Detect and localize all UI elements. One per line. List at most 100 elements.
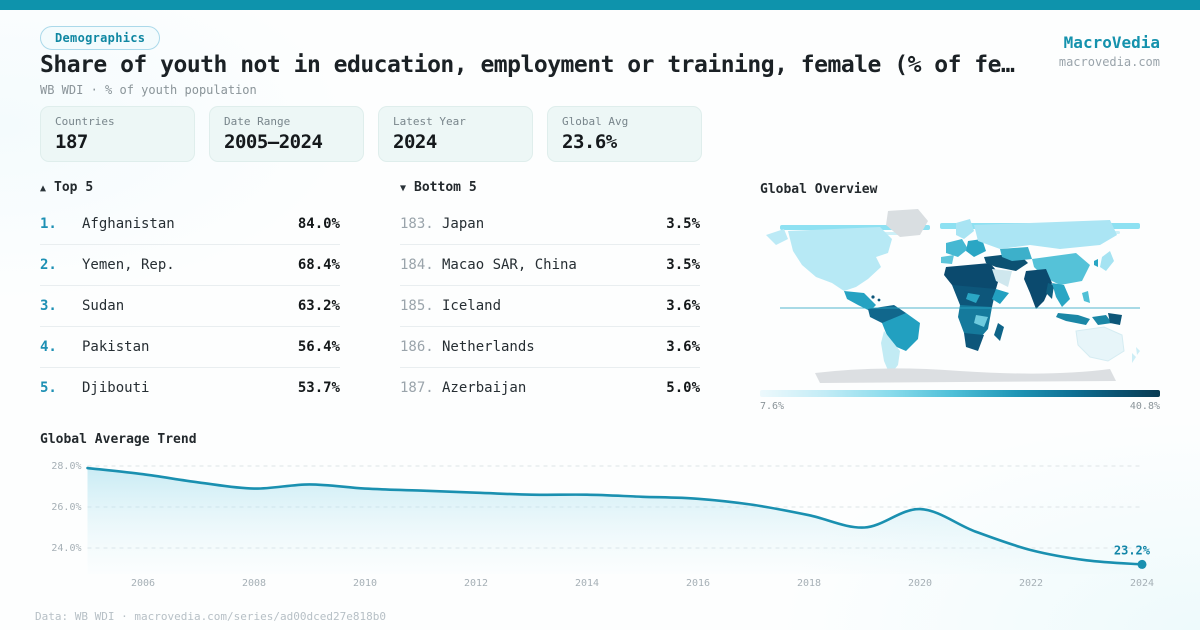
trend-area: [87, 468, 1142, 574]
stat-card-global-avg: Global Avg 23.6%: [547, 106, 702, 162]
stat-label: Latest Year: [393, 115, 466, 128]
top5-list: ▲ Top 5 1. Afghanistan 84.0% 2. Yemen, Re…: [40, 180, 340, 408]
rank-label: 186.: [400, 339, 434, 355]
scale-max-label: 40.8%: [1129, 401, 1160, 412]
x-axis-tick: 2006: [131, 578, 155, 589]
country-name: Netherlands: [442, 339, 535, 355]
country-name: Sudan: [82, 298, 125, 314]
trend-end-label: 23.2%: [1114, 543, 1151, 557]
country-value: 56.4%: [297, 339, 340, 355]
region-japan: [1100, 251, 1114, 271]
region-argentina: [881, 331, 900, 375]
category-badge-label: Demographics: [55, 31, 146, 45]
x-axis-tick: 2020: [908, 578, 932, 589]
triangle-up-icon: ▲: [40, 183, 47, 194]
country-name: Macao SAR, China: [442, 257, 577, 273]
region-india: [1024, 269, 1052, 309]
stat-card-countries: Countries 187: [40, 106, 195, 162]
region-north-america: [788, 227, 892, 291]
region-west-europe: [946, 239, 968, 257]
top5-title: Top 5: [54, 180, 94, 195]
list-item: 186. Netherlands 3.6%: [400, 327, 700, 368]
rank-label: 2.: [40, 257, 57, 273]
scale-min-label: 7.6%: [760, 401, 785, 412]
stat-label: Countries: [55, 115, 115, 128]
region-horn-of-africa: [992, 289, 1009, 304]
country-value: 84.0%: [297, 216, 340, 232]
y-axis-tick: 26.0%: [51, 502, 81, 513]
list-item: 183. Japan 3.5%: [400, 204, 700, 245]
stat-value: 187: [55, 131, 88, 153]
brand-logo-text[interactable]: MacroVedia: [1063, 33, 1160, 52]
list-item: 184. Macao SAR, China 3.5%: [400, 245, 700, 286]
rank-label: 3.: [40, 298, 57, 314]
rank-label: 1.: [40, 216, 57, 232]
x-axis-tick: 2012: [464, 578, 488, 589]
y-axis-tick: 24.0%: [51, 543, 81, 554]
triangle-down-icon: ▼: [400, 183, 407, 194]
page-title: Share of youth not in education, employm…: [40, 52, 1015, 78]
country-name: Japan: [442, 216, 485, 232]
list-item: 1. Afghanistan 84.0%: [40, 204, 340, 245]
country-value: 3.5%: [666, 216, 700, 232]
rank-label: 4.: [40, 339, 57, 355]
trend-chart-title: Global Average Trend: [40, 432, 197, 447]
region-scandinavia: [956, 219, 974, 239]
region-se-asia: [1052, 283, 1070, 307]
trend-end-dot: [1137, 559, 1147, 569]
x-axis-tick: 2014: [575, 578, 599, 589]
list-item: 2. Yemen, Rep. 68.4%: [40, 245, 340, 286]
choropleth-color-scale: [760, 390, 1160, 397]
region-australia: [1075, 326, 1125, 362]
country-name: Pakistan: [82, 339, 150, 355]
stat-value: 2024: [393, 131, 437, 153]
region-iberia: [941, 255, 954, 264]
country-name: Djibouti: [82, 380, 150, 396]
country-name: Iceland: [442, 298, 502, 314]
region-central-america: [844, 291, 876, 311]
country-value: 3.6%: [666, 339, 700, 355]
list-item: 185. Iceland 3.6%: [400, 286, 700, 327]
stat-cards: Countries 187 Date Range 2005–2024 Lates…: [40, 106, 702, 162]
rank-label: 185.: [400, 298, 434, 314]
country-value: 3.6%: [666, 298, 700, 314]
stat-label: Global Avg: [562, 115, 629, 128]
country-value: 3.5%: [666, 257, 700, 273]
list-item: 5. Djibouti 53.7%: [40, 368, 340, 408]
footer-source-link[interactable]: Data: WB WDI · macrovedia.com/series/ad0…: [35, 610, 386, 623]
region-arabia: [992, 269, 1012, 287]
country-value: 63.2%: [297, 298, 340, 314]
country-value: 68.4%: [297, 257, 340, 273]
region-png: [1108, 313, 1122, 325]
scale-labels: 7.6% 40.8%: [760, 401, 1160, 412]
stat-label: Date Range: [224, 115, 291, 128]
rank-label: 183.: [400, 216, 434, 232]
trend-line: [86, 466, 1144, 566]
country-name: Afghanistan: [82, 216, 175, 232]
bottom5-title: Bottom 5: [414, 180, 477, 195]
bottom5-header: ▼ Bottom 5: [400, 180, 700, 204]
list-item: 3. Sudan 63.2%: [40, 286, 340, 327]
region-greenland: [886, 209, 928, 237]
region-new-zealand: [1132, 353, 1136, 363]
category-badge[interactable]: Demographics: [40, 26, 161, 50]
x-axis-tick: 2008: [242, 578, 266, 589]
y-axis-tick: 28.0%: [51, 461, 81, 472]
stat-value: 23.6%: [562, 131, 617, 153]
x-axis-tick: 2024: [1130, 578, 1154, 589]
stat-card-latest-year: Latest Year 2024: [378, 106, 533, 162]
x-axis-tick: 2010: [353, 578, 377, 589]
country-value: 5.0%: [666, 380, 700, 396]
trend-chart: 28.0% 26.0% 24.0% 2006 2008 2010 2012 2014 2016 2…: [40, 452, 1160, 594]
top5-header: ▲ Top 5: [40, 180, 340, 204]
region-east-europe: [966, 239, 986, 257]
region-central-asia: [1000, 247, 1032, 261]
rank-label: 184.: [400, 257, 434, 273]
list-item: 4. Pakistan 56.4%: [40, 327, 340, 368]
region-korea: [1094, 259, 1098, 267]
brand-block: MacroVedia macrovedia.com: [1059, 33, 1160, 69]
x-axis-tick: 2018: [797, 578, 821, 589]
stat-value: 2005–2024: [224, 131, 323, 153]
map-title: Global Overview: [760, 182, 878, 197]
bottom5-list: ▼ Bottom 5 183. Japan 3.5% 184. Macao SAR…: [400, 180, 700, 408]
